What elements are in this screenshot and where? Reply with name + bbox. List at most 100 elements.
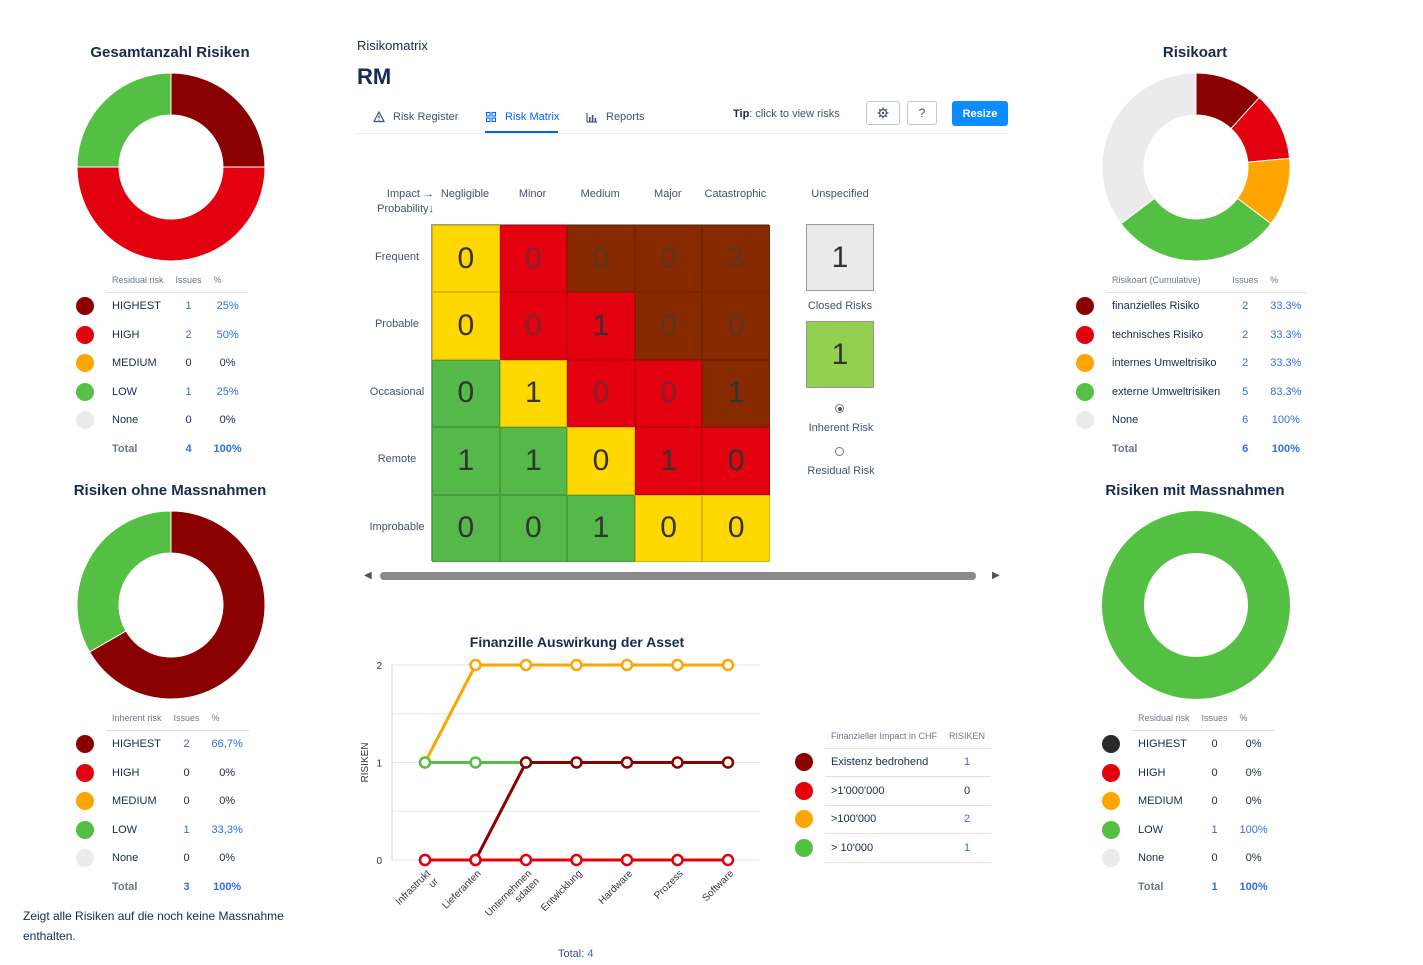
legend-row[interactable]: HIGHEST 0 0%: [1102, 730, 1274, 759]
scroll-left-icon[interactable]: ◀: [364, 570, 372, 581]
scroll-right-icon[interactable]: ▶: [992, 570, 1000, 581]
legend-row[interactable]: None 0 0%: [1102, 844, 1274, 873]
legend-row[interactable]: externe Umweltrisiken 5 83.3%: [1076, 377, 1308, 407]
radio-inherent-risk[interactable]: [835, 404, 844, 413]
legend-percent[interactable]: 100%: [1264, 406, 1308, 435]
legend-row[interactable]: LOW 1 25%: [76, 377, 248, 407]
closed-risks-box[interactable]: 1: [806, 321, 874, 388]
legend-issues[interactable]: 6: [1226, 406, 1265, 435]
tab-risk-matrix[interactable]: Risk Matrix: [485, 108, 559, 126]
legend-row[interactable]: >100'000 2: [795, 805, 992, 834]
breadcrumb[interactable]: Risikomatrix: [357, 38, 428, 53]
legend-issues[interactable]: 5: [1226, 377, 1265, 407]
legend-issues[interactable]: 1: [169, 377, 208, 407]
legend-total-issues[interactable]: 3: [167, 872, 206, 901]
legend-issues[interactable]: 1: [169, 292, 208, 321]
matrix-cell[interactable]: 0: [432, 225, 500, 293]
legend-row[interactable]: HIGH 0 0%: [76, 758, 249, 788]
total-risks-donut[interactable]: [76, 72, 266, 262]
series-point[interactable]: [570, 756, 583, 769]
risk-type-segment-externe[interactable]: [1120, 197, 1272, 262]
legend-percent[interactable]: 25%: [207, 292, 248, 321]
matrix-cell[interactable]: 0: [567, 427, 635, 495]
risk-type-segment-none[interactable]: [1101, 72, 1197, 225]
series-point[interactable]: [671, 658, 684, 672]
legend-percent[interactable]: 25%: [207, 377, 248, 407]
legend-row[interactable]: finanzielles Risiko 2 33.3%: [1076, 292, 1308, 321]
matrix-cell[interactable]: 1: [567, 494, 635, 562]
without-measures-segment-highest[interactable]: [88, 510, 266, 700]
series-point[interactable]: [469, 658, 482, 672]
legend-row[interactable]: None 0 0%: [76, 844, 249, 873]
total-risks-segment-high[interactable]: [76, 166, 266, 262]
legend-row[interactable]: HIGH 2 50%: [76, 320, 248, 350]
risk-type-donut[interactable]: [1101, 72, 1291, 262]
legend-issues[interactable]: 2: [1226, 320, 1265, 350]
matrix-cell[interactable]: 0: [702, 292, 770, 360]
matrix-cell[interactable]: 0: [499, 494, 568, 562]
matrix-cell[interactable]: 0: [499, 225, 568, 293]
legend-percent[interactable]: 100%: [1233, 815, 1274, 845]
legend-row[interactable]: HIGH 0 0%: [1102, 758, 1274, 788]
matrix-cell[interactable]: 1: [702, 359, 770, 428]
tab-risk-register[interactable]: Risk Register: [373, 108, 458, 126]
settings-button[interactable]: [866, 101, 900, 125]
unspecified-box[interactable]: 1: [806, 224, 874, 291]
series-point[interactable]: [519, 853, 533, 867]
radio-residual-risk[interactable]: [835, 447, 844, 456]
legend-row[interactable]: LOW 1 33,3%: [76, 815, 249, 845]
legend-percent[interactable]: 66,7%: [205, 730, 249, 759]
help-button[interactable]: ?: [907, 101, 937, 125]
legend-issues[interactable]: 2: [167, 730, 206, 759]
legend-row[interactable]: HIGHEST 1 25%: [76, 292, 248, 321]
legend-total-issues[interactable]: 4: [169, 434, 208, 463]
legend-issues[interactable]: 1: [1195, 815, 1234, 845]
legend-row[interactable]: internes Umweltrisiko 2 33.3%: [1076, 349, 1308, 378]
legend-percent[interactable]: 33.3%: [1264, 349, 1308, 378]
matrix-cell[interactable]: 0: [499, 292, 568, 360]
total-risks-segment-highest[interactable]: [170, 72, 266, 168]
series-point[interactable]: [721, 853, 735, 867]
legend-row[interactable]: > 10'000 1: [795, 833, 992, 863]
tab-reports[interactable]: Reports: [586, 108, 645, 126]
series-point[interactable]: [620, 658, 634, 672]
matrix-cell[interactable]: 0: [634, 292, 703, 360]
legend-total-percent[interactable]: 100%: [1233, 872, 1274, 901]
legend-percent[interactable]: 33.3%: [1264, 320, 1308, 350]
risks-without-measures-donut[interactable]: [76, 510, 266, 700]
matrix-cell[interactable]: 0: [702, 494, 770, 562]
legend-row[interactable]: MEDIUM 0 0%: [76, 349, 248, 378]
matrix-cell[interactable]: 0: [432, 494, 500, 562]
series-point[interactable]: [570, 853, 583, 867]
legend-row[interactable]: LOW 1 100%: [1102, 815, 1274, 845]
series-point[interactable]: [620, 756, 634, 769]
series-point[interactable]: [469, 853, 482, 867]
legend-total-issues[interactable]: 1: [1195, 872, 1234, 901]
resize-button[interactable]: Resize: [952, 101, 1008, 126]
legend-percent[interactable]: 33.3%: [1264, 292, 1308, 321]
series-point[interactable]: [418, 756, 432, 769]
matrix-cell[interactable]: 1: [634, 427, 703, 495]
matrix-cell[interactable]: 0: [634, 225, 703, 293]
legend-row[interactable]: MEDIUM 0 0%: [76, 787, 249, 816]
legend-percent[interactable]: 50%: [207, 320, 248, 350]
total-risks-segment-low[interactable]: [76, 72, 172, 168]
series-point[interactable]: [671, 853, 684, 867]
without-measures-segment-low[interactable]: [76, 510, 172, 653]
legend-total-issues[interactable]: 6: [1226, 434, 1265, 463]
legend-row[interactable]: MEDIUM 0 0%: [1102, 787, 1274, 816]
risks-with-measures-donut[interactable]: [1101, 510, 1291, 700]
matrix-cell[interactable]: 0: [634, 494, 703, 562]
matrix-cell[interactable]: 1: [499, 427, 568, 495]
legend-value[interactable]: 2: [943, 805, 992, 834]
series-point[interactable]: [620, 853, 634, 867]
series-point[interactable]: [721, 658, 735, 672]
legend-issues[interactable]: 1: [167, 815, 206, 845]
series-point[interactable]: [519, 756, 533, 769]
series-point[interactable]: [469, 756, 482, 769]
legend-row[interactable]: None 6 100%: [1076, 406, 1308, 435]
legend-total-percent[interactable]: 100%: [207, 434, 248, 463]
legend-issues[interactable]: 2: [1226, 349, 1265, 378]
matrix-cell[interactable]: 1: [499, 359, 568, 428]
legend-total-percent[interactable]: 100%: [205, 872, 249, 901]
